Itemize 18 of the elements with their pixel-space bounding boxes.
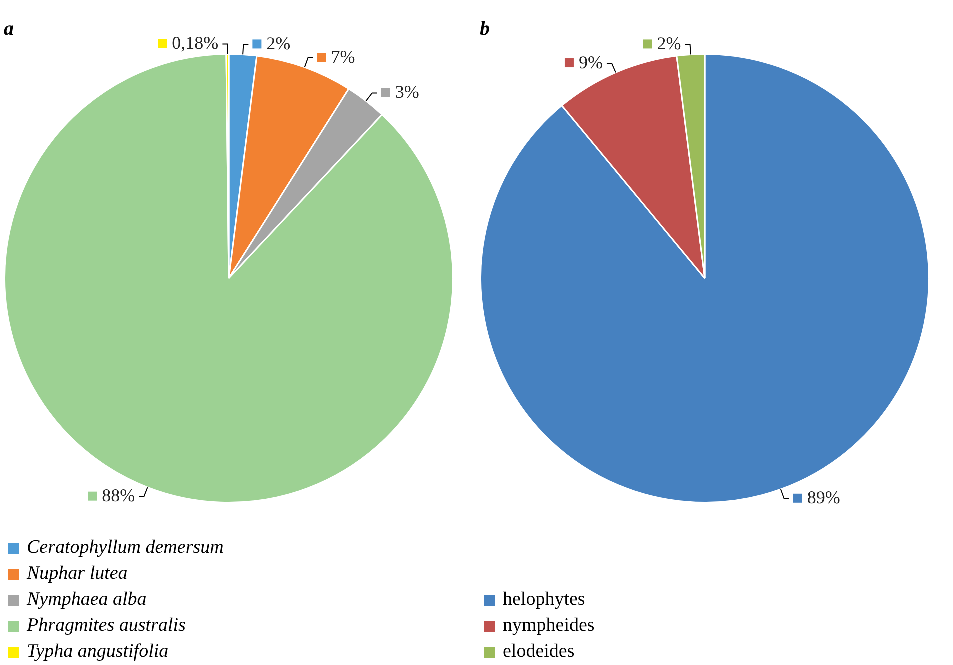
- chart-title: a: [4, 18, 14, 40]
- data-label: 2%: [657, 33, 682, 54]
- legend-label: Ceratophyllum demersum: [27, 536, 224, 560]
- data-label: 89%: [807, 488, 840, 508]
- legend-label: Nymphaea alba: [27, 588, 147, 612]
- data-label: 7%: [331, 46, 356, 67]
- data-label: 9%: [578, 52, 603, 72]
- legend-label: Phragmites australis: [27, 614, 186, 638]
- data-label: 0,18%: [172, 32, 219, 53]
- data-label: 88%: [102, 486, 136, 506]
- data-label: 3%: [395, 82, 420, 102]
- legend-label: Typha angustifolia: [27, 640, 169, 664]
- legend-label: nympheides: [503, 614, 595, 638]
- legend-label: elodeides: [503, 640, 575, 664]
- legend-label: Nuphar lutea: [27, 562, 128, 586]
- chart-title: b: [480, 18, 490, 40]
- legend-label: helophytes: [503, 588, 586, 612]
- data-label: 2%: [266, 33, 291, 54]
